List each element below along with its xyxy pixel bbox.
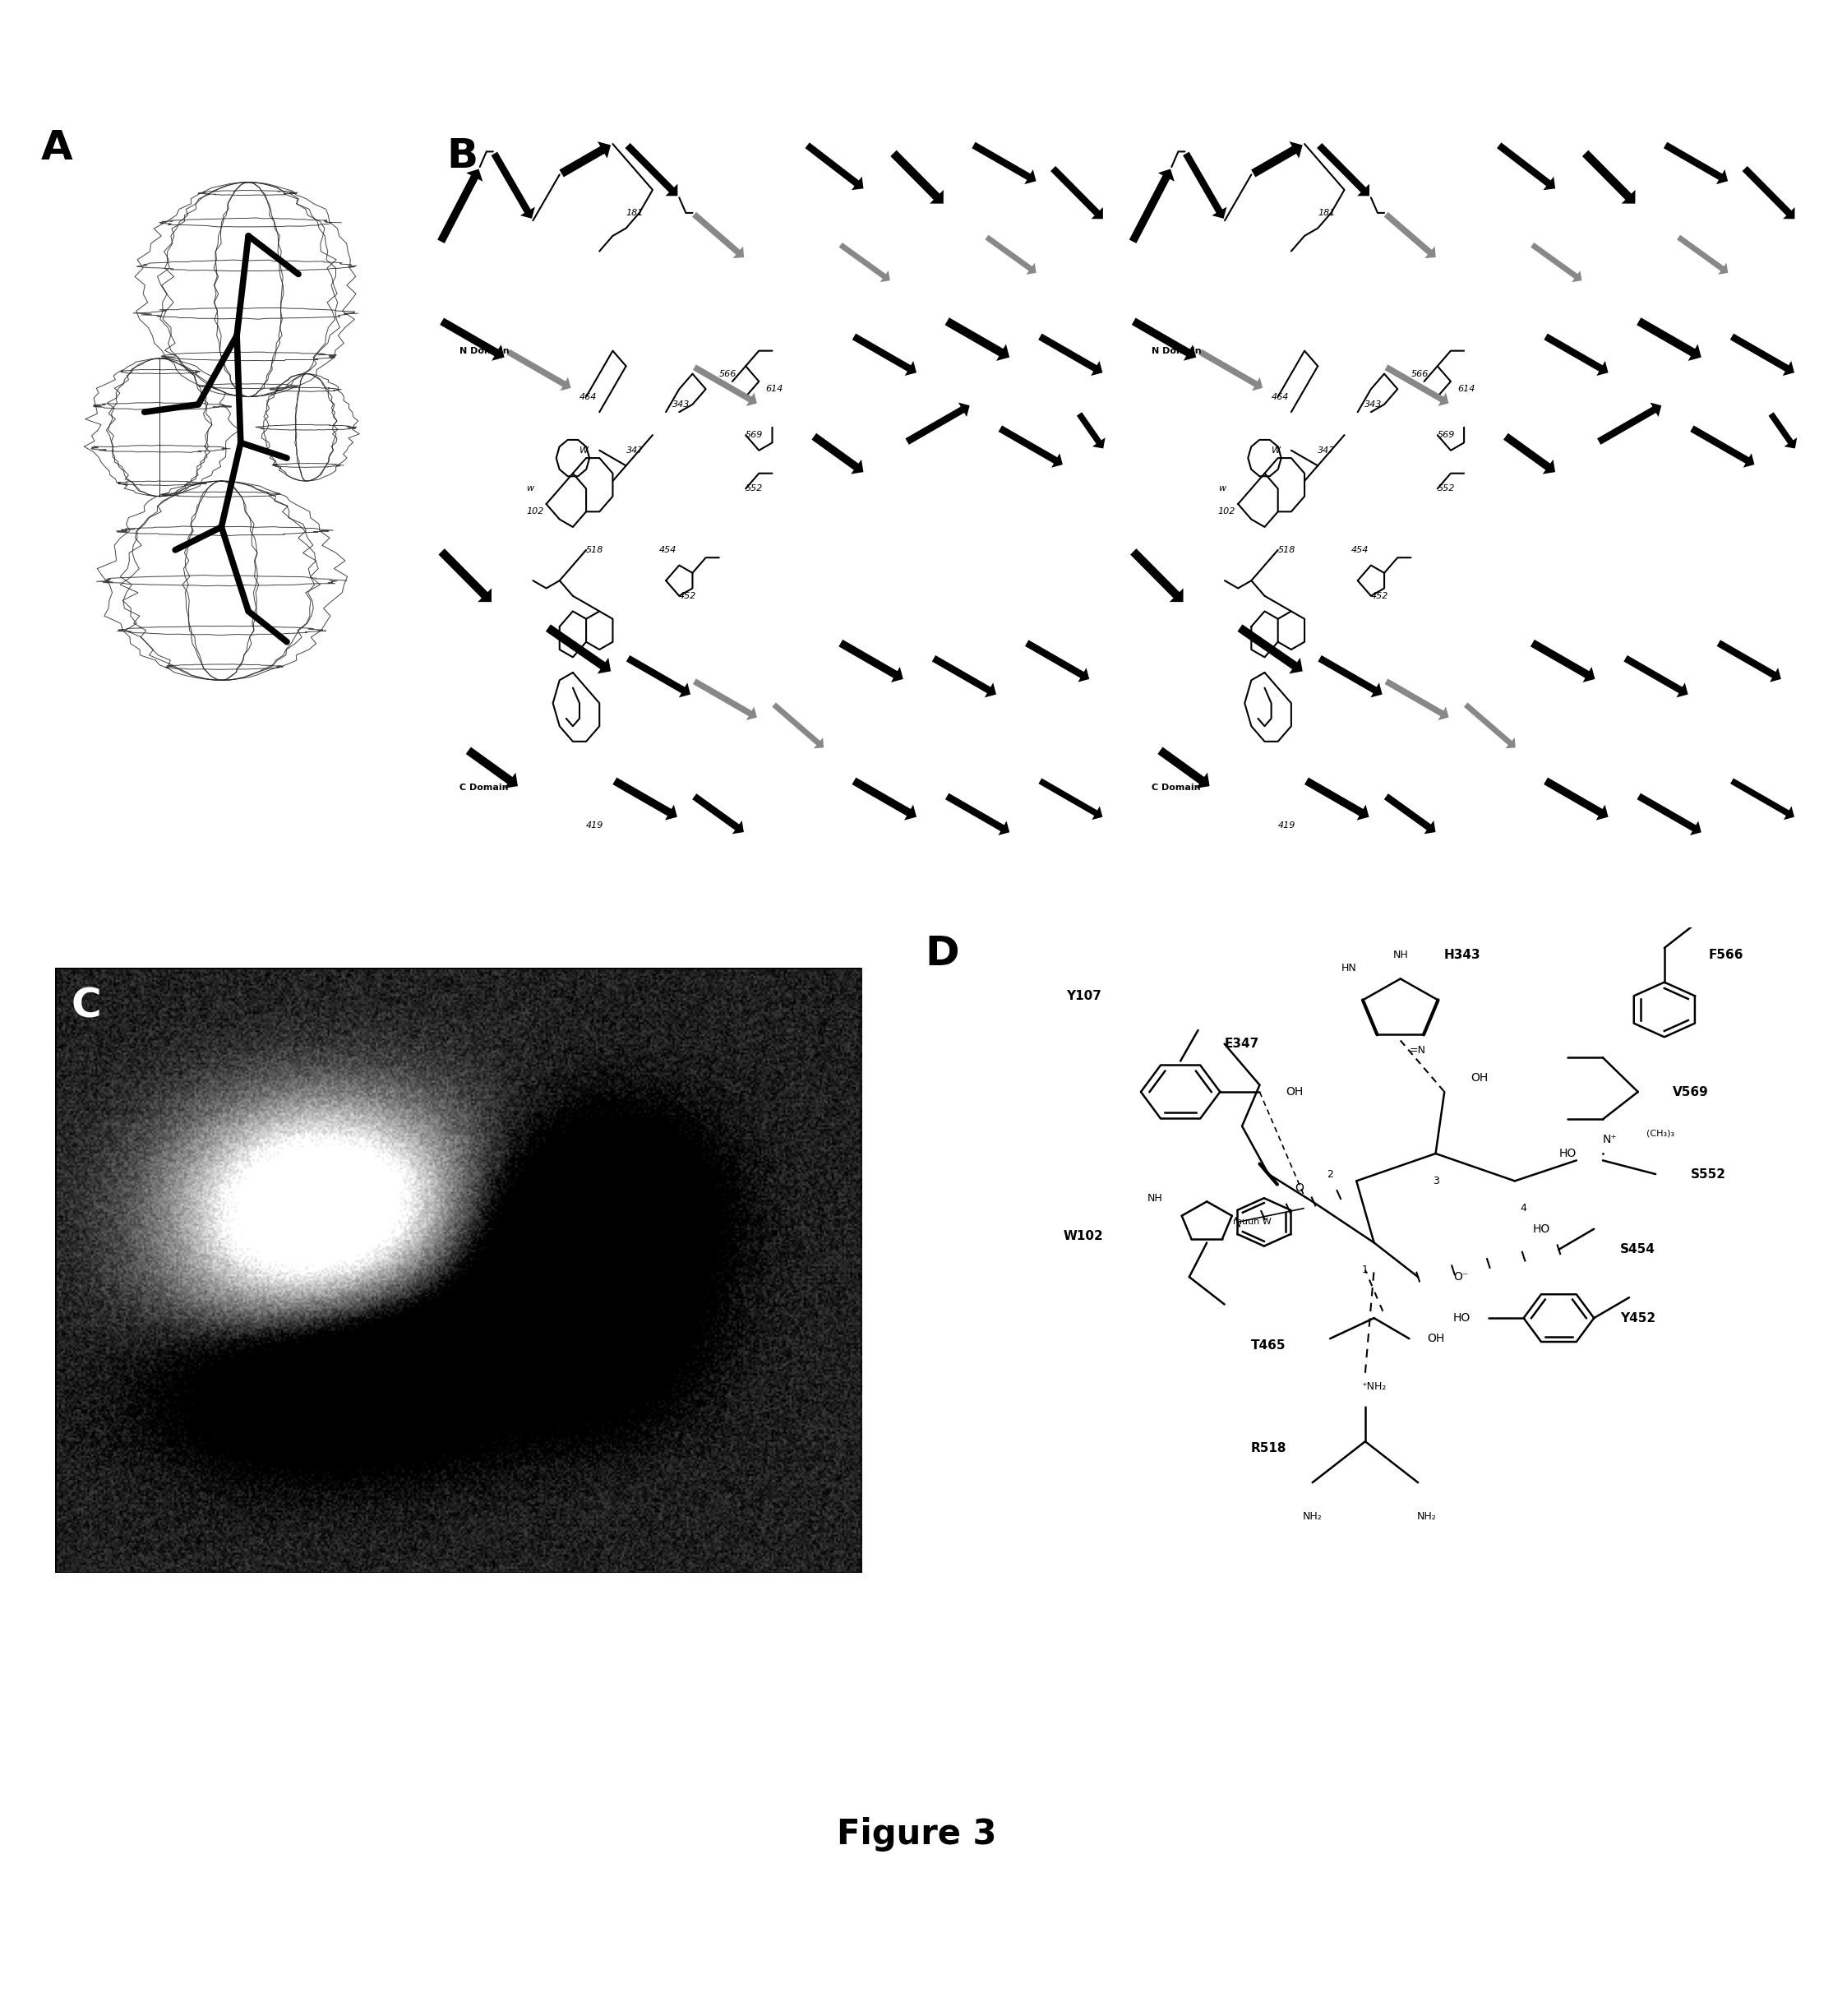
Text: 614: 614 [1457,385,1476,393]
Text: w: w [526,484,533,492]
Text: 518: 518 [587,546,603,554]
Text: muun W: muun W [1234,1218,1272,1226]
Text: w: w [1219,484,1226,492]
Text: N Domain: N Domain [460,347,510,355]
Text: 347: 347 [627,446,643,454]
Text: OH: OH [1426,1333,1444,1345]
Text: (CH₃)₃: (CH₃)₃ [1646,1129,1675,1137]
Text: C: C [71,986,101,1026]
Text: 566: 566 [1411,369,1428,377]
Text: 102: 102 [526,508,544,516]
Text: NH₂: NH₂ [1417,1512,1437,1522]
Text: Y107: Y107 [1067,990,1102,1002]
Text: OH: OH [1470,1073,1488,1085]
Text: N Domain: N Domain [1151,347,1201,355]
Text: S552: S552 [1690,1167,1727,1179]
Text: C Domain: C Domain [460,784,510,792]
Text: D: D [926,933,959,974]
Text: W102: W102 [1063,1230,1103,1242]
Text: Y452: Y452 [1620,1312,1655,1325]
Text: 518: 518 [1278,546,1296,554]
Text: 343: 343 [1364,401,1382,409]
Text: 419: 419 [1278,823,1296,831]
Text: 452: 452 [680,593,697,601]
Text: H343: H343 [1444,950,1481,962]
Text: S454: S454 [1620,1244,1655,1256]
Text: 569: 569 [746,431,763,439]
Text: NH: NH [1393,950,1408,960]
Text: V569: V569 [1674,1087,1708,1099]
Bar [1131,121,1796,887]
Text: NH: NH [1147,1193,1162,1204]
Bar [440,121,1105,887]
Text: 552: 552 [1437,484,1455,492]
Text: 181: 181 [1318,210,1336,218]
Text: 1: 1 [1362,1264,1369,1276]
Text: 454: 454 [1351,546,1369,554]
Text: 454: 454 [660,546,676,554]
Text: T465: T465 [1250,1339,1287,1351]
Text: 464: 464 [1272,393,1289,401]
Text: HO: HO [1558,1147,1576,1159]
Text: F566: F566 [1708,950,1743,962]
Text: OH: OH [1287,1087,1303,1097]
Text: E347: E347 [1224,1038,1259,1050]
Text: ⁺NH₂: ⁺NH₂ [1362,1381,1386,1391]
Text: 4: 4 [1520,1204,1527,1214]
Text: 569: 569 [1437,431,1455,439]
Text: O⁻: O⁻ [1454,1272,1468,1282]
Text: C Domain: C Domain [1151,784,1201,792]
Text: R518: R518 [1250,1441,1287,1454]
Text: HO: HO [1454,1312,1470,1325]
Text: 102: 102 [1219,508,1235,516]
Text: 2: 2 [1327,1169,1333,1179]
Text: 343: 343 [673,401,689,409]
Text: 3: 3 [1432,1175,1439,1185]
Text: 419: 419 [587,823,603,831]
Text: HN: HN [1342,964,1356,974]
Text: 181: 181 [627,210,643,218]
Text: 552: 552 [746,484,763,492]
Text: Figure 3: Figure 3 [836,1816,997,1853]
Text: 347: 347 [1318,446,1336,454]
Text: =N: =N [1410,1046,1426,1056]
Text: W: W [579,446,588,454]
Text: 614: 614 [766,385,783,393]
Text: N⁺: N⁺ [1602,1135,1617,1145]
Text: B: B [447,137,478,175]
Text: 452: 452 [1371,593,1389,601]
Text: NH₂: NH₂ [1303,1512,1322,1522]
Text: O: O [1294,1181,1303,1193]
Text: W: W [1272,446,1279,454]
Text: A: A [40,129,71,167]
Text: HO: HO [1532,1224,1551,1234]
Text: 464: 464 [579,393,598,401]
Text: 566: 566 [719,369,737,377]
